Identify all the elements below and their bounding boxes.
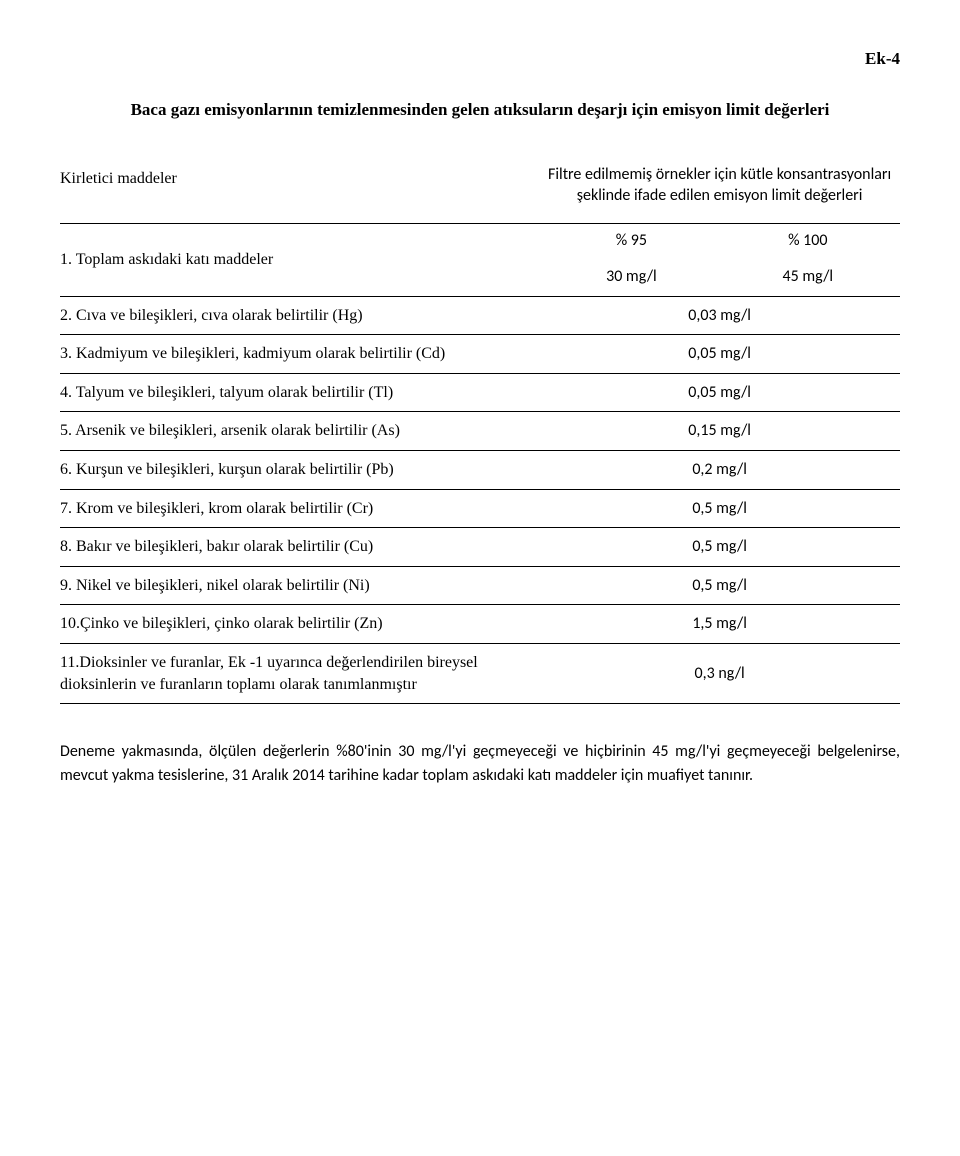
row-1-p95-header: % 95 [547,224,723,256]
row-4-label: 4. Talyum ve bileşikleri, talyum olarak … [60,373,547,412]
row-11-value: 0,3 ng/l [547,644,900,704]
row-1-label: 1. Toplam askıdaki katı maddeler [60,224,547,296]
row-4-value: 0,05 mg/l [547,373,900,412]
row-10-label: 10.Çinko ve bileşikleri, çinko olarak be… [60,605,547,644]
row-11-label: 11.Dioksinler ve furanlar, Ek -1 uyarınc… [60,644,547,704]
row-7-label: 7. Krom ve bileşikleri, krom olarak beli… [60,489,547,528]
row-3-value: 0,05 mg/l [547,335,900,374]
row-1-values: % 95 % 100 30 mg/l 45 mg/l [547,224,900,296]
row-1-v100: 45 mg/l [724,256,900,296]
limits-table: Kirletici maddeler Filtre edilmemiş örne… [60,158,900,704]
row-8-label: 8. Bakır ve bileşikleri, bakır olarak be… [60,528,547,567]
row-8-value: 0,5 mg/l [547,528,900,567]
row-7-value: 0,5 mg/l [547,489,900,528]
row-3-label: 3. Kadmiyum ve bileşikleri, kadmiyum ola… [60,335,547,374]
footer-paragraph: Deneme yakmasında, ölçülen değerlerin %8… [60,740,900,788]
row-2-value: 0,03 mg/l [547,296,900,335]
header-right: Filtre edilmemiş örnekler için kütle kon… [547,158,900,224]
annex-label: Ek-4 [60,48,900,71]
row-2-label: 2. Cıva ve bileşikleri, cıva olarak beli… [60,296,547,335]
document-title: Baca gazı emisyonlarının temizlenmesinde… [100,99,860,122]
header-left: Kirletici maddeler [60,158,547,224]
row-5-value: 0,15 mg/l [547,412,900,451]
row-1-v95: 30 mg/l [547,256,723,296]
row-9-label: 9. Nikel ve bileşikleri, nikel olarak be… [60,566,547,605]
row-10-value: 1,5 mg/l [547,605,900,644]
row-5-label: 5. Arsenik ve bileşikleri, arsenik olara… [60,412,547,451]
row-9-value: 0,5 mg/l [547,566,900,605]
row-6-value: 0,2 mg/l [547,451,900,490]
row-6-label: 6. Kurşun ve bileşikleri, kurşun olarak … [60,451,547,490]
row-1-p100-header: % 100 [724,224,900,256]
